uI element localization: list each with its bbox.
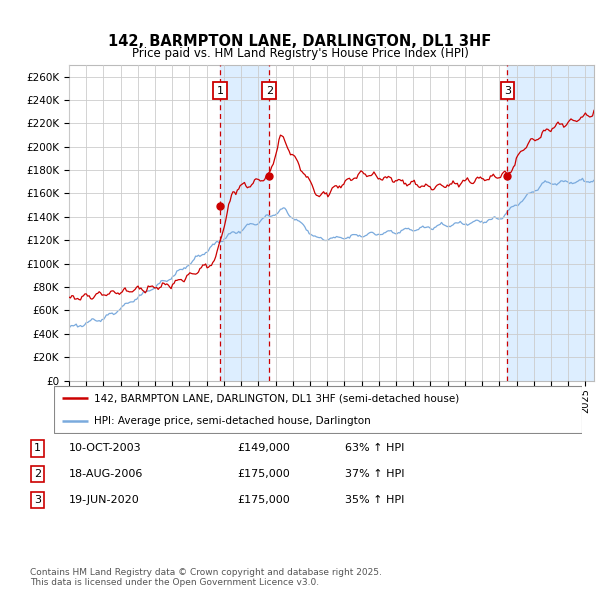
Text: 18-AUG-2006: 18-AUG-2006 [69, 470, 143, 479]
Text: £149,000: £149,000 [237, 444, 290, 453]
Bar [508, 65, 600, 381]
FancyBboxPatch shape [54, 386, 582, 432]
Text: 63% ↑ HPI: 63% ↑ HPI [345, 444, 404, 453]
Text: £175,000: £175,000 [237, 496, 290, 505]
Text: 3: 3 [34, 496, 41, 505]
Text: Price paid vs. HM Land Registry's House Price Index (HPI): Price paid vs. HM Land Registry's House … [131, 47, 469, 60]
Text: 142, BARMPTON LANE, DARLINGTON, DL1 3HF: 142, BARMPTON LANE, DARLINGTON, DL1 3HF [109, 34, 491, 48]
Text: 37% ↑ HPI: 37% ↑ HPI [345, 470, 404, 479]
Text: 10-OCT-2003: 10-OCT-2003 [69, 444, 142, 453]
Text: 1: 1 [34, 444, 41, 453]
Bar [220, 65, 269, 381]
Text: 3: 3 [504, 86, 511, 96]
Text: 2: 2 [266, 86, 273, 96]
Text: Contains HM Land Registry data © Crown copyright and database right 2025.
This d: Contains HM Land Registry data © Crown c… [30, 568, 382, 587]
Text: 142, BARMPTON LANE, DARLINGTON, DL1 3HF (semi-detached house): 142, BARMPTON LANE, DARLINGTON, DL1 3HF … [94, 394, 459, 404]
Text: £175,000: £175,000 [237, 470, 290, 479]
Text: 19-JUN-2020: 19-JUN-2020 [69, 496, 140, 505]
Text: HPI: Average price, semi-detached house, Darlington: HPI: Average price, semi-detached house,… [94, 415, 370, 425]
Text: 35% ↑ HPI: 35% ↑ HPI [345, 496, 404, 505]
Text: 2: 2 [34, 470, 41, 479]
Text: 1: 1 [217, 86, 224, 96]
